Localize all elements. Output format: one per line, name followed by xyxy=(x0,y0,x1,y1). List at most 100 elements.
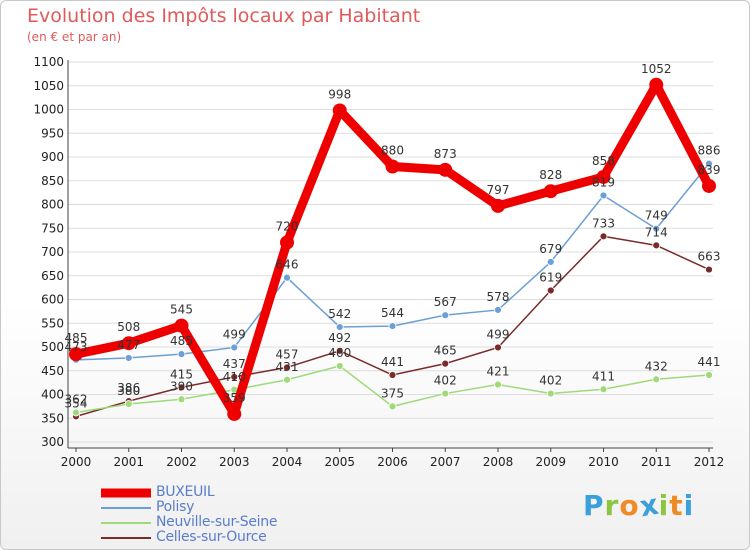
y-tick-label: 400 xyxy=(41,388,64,402)
data-label: 567 xyxy=(434,295,457,309)
data-point xyxy=(388,322,397,331)
data-point xyxy=(227,406,242,421)
data-point xyxy=(280,235,294,250)
data-point xyxy=(491,198,505,213)
data-point xyxy=(546,258,555,266)
data-point xyxy=(702,178,716,193)
grid-lines xyxy=(68,61,713,443)
y-tick-label: 450 xyxy=(41,364,64,378)
y-tick-label: 650 xyxy=(41,269,64,283)
data-label: 578 xyxy=(487,290,510,304)
data-point xyxy=(283,363,291,372)
data-label: 828 xyxy=(539,168,562,182)
y-tick-label: 750 xyxy=(41,221,64,235)
data-label: 998 xyxy=(328,87,351,101)
logo-letter: i xyxy=(658,489,670,522)
data-label: 797 xyxy=(487,183,510,197)
data-label: 545 xyxy=(170,303,193,317)
data-label: 679 xyxy=(539,242,562,256)
y-tick-labels: 300 350 400 450 500 550 600 650 700 750 800 850 900 9… xyxy=(33,55,64,449)
data-point xyxy=(283,273,291,282)
data-point xyxy=(69,347,83,362)
data-label: 441 xyxy=(381,355,404,369)
data-label: 415 xyxy=(170,367,193,381)
data-label: 544 xyxy=(381,306,404,320)
x-tick-label: 2012 xyxy=(694,455,725,469)
data-label: 402 xyxy=(434,374,457,388)
data-point xyxy=(494,306,502,314)
data-label: 432 xyxy=(645,359,668,373)
data-point xyxy=(72,408,80,417)
legend-swatch xyxy=(101,536,151,539)
x-tick-label: 2000 xyxy=(61,455,92,469)
series-neuville-sur-seine xyxy=(72,362,713,417)
x-tick-label: 2001 xyxy=(113,455,144,469)
data-point xyxy=(705,371,713,379)
data-point xyxy=(652,375,661,384)
data-label: 839 xyxy=(698,163,721,177)
data-point xyxy=(388,402,397,411)
data-label: 542 xyxy=(328,307,351,321)
y-tick-label: 700 xyxy=(41,245,64,259)
data-point xyxy=(596,169,611,184)
data-point xyxy=(388,371,397,379)
data-label: 886 xyxy=(698,144,721,158)
data-label: 508 xyxy=(117,320,140,334)
data-label: 421 xyxy=(487,365,510,379)
data-label: 663 xyxy=(698,250,721,264)
data-label: 880 xyxy=(381,144,404,158)
data-label: 499 xyxy=(487,327,510,341)
data-label: 410 xyxy=(223,370,246,384)
data-point xyxy=(335,346,344,355)
data-point xyxy=(174,318,189,333)
data-point xyxy=(494,380,502,389)
data-label: 477 xyxy=(117,338,140,352)
data-label: 819 xyxy=(592,175,615,189)
data-labels: 354 386 415 437 457 492 441 465 499 619 733 714 663 3… xyxy=(65,62,721,411)
data-point xyxy=(438,162,453,177)
data-label: 359 xyxy=(223,391,246,405)
data-point xyxy=(599,191,608,200)
data-point xyxy=(177,383,186,392)
data-point xyxy=(230,373,239,381)
data-point xyxy=(705,265,713,274)
data-point xyxy=(230,343,239,352)
legend-label: Celles-sur-Ource xyxy=(156,529,267,545)
y-tick-label: 300 xyxy=(41,435,64,449)
chart-subtitle: (en € et par an) xyxy=(27,30,122,44)
y-tick-label: 1100 xyxy=(33,55,64,69)
data-label: 390 xyxy=(170,379,193,393)
data-point xyxy=(441,311,450,320)
logo-letter: r xyxy=(604,489,620,522)
legend-swatch xyxy=(101,488,151,497)
x-tick-label: 2002 xyxy=(166,455,197,469)
series-layer xyxy=(69,77,716,421)
data-point xyxy=(599,232,608,241)
data-label: 646 xyxy=(276,258,299,272)
series-polisy xyxy=(72,159,713,364)
logo-letter: t xyxy=(669,489,684,522)
data-point xyxy=(599,385,608,394)
y-tick-label: 950 xyxy=(41,126,64,140)
data-label: 457 xyxy=(276,347,299,361)
data-label: 386 xyxy=(117,381,140,395)
data-label: 460 xyxy=(328,346,351,360)
data-label: 441 xyxy=(698,355,721,369)
y-tick-label: 550 xyxy=(41,316,64,330)
proxiti-logo: Proxiti xyxy=(583,488,694,524)
data-label: 858 xyxy=(592,154,615,168)
data-label: 1052 xyxy=(641,62,672,76)
data-label: 485 xyxy=(170,334,193,348)
y-tick-label: 1050 xyxy=(33,79,64,93)
data-label: 437 xyxy=(223,357,246,371)
x-tick-label: 2008 xyxy=(483,455,514,469)
data-point xyxy=(177,350,186,359)
data-label: 485 xyxy=(65,331,88,345)
axes xyxy=(67,60,713,452)
data-point xyxy=(546,389,555,398)
data-point xyxy=(543,184,558,199)
data-label: 465 xyxy=(434,344,457,358)
data-point xyxy=(332,103,347,118)
